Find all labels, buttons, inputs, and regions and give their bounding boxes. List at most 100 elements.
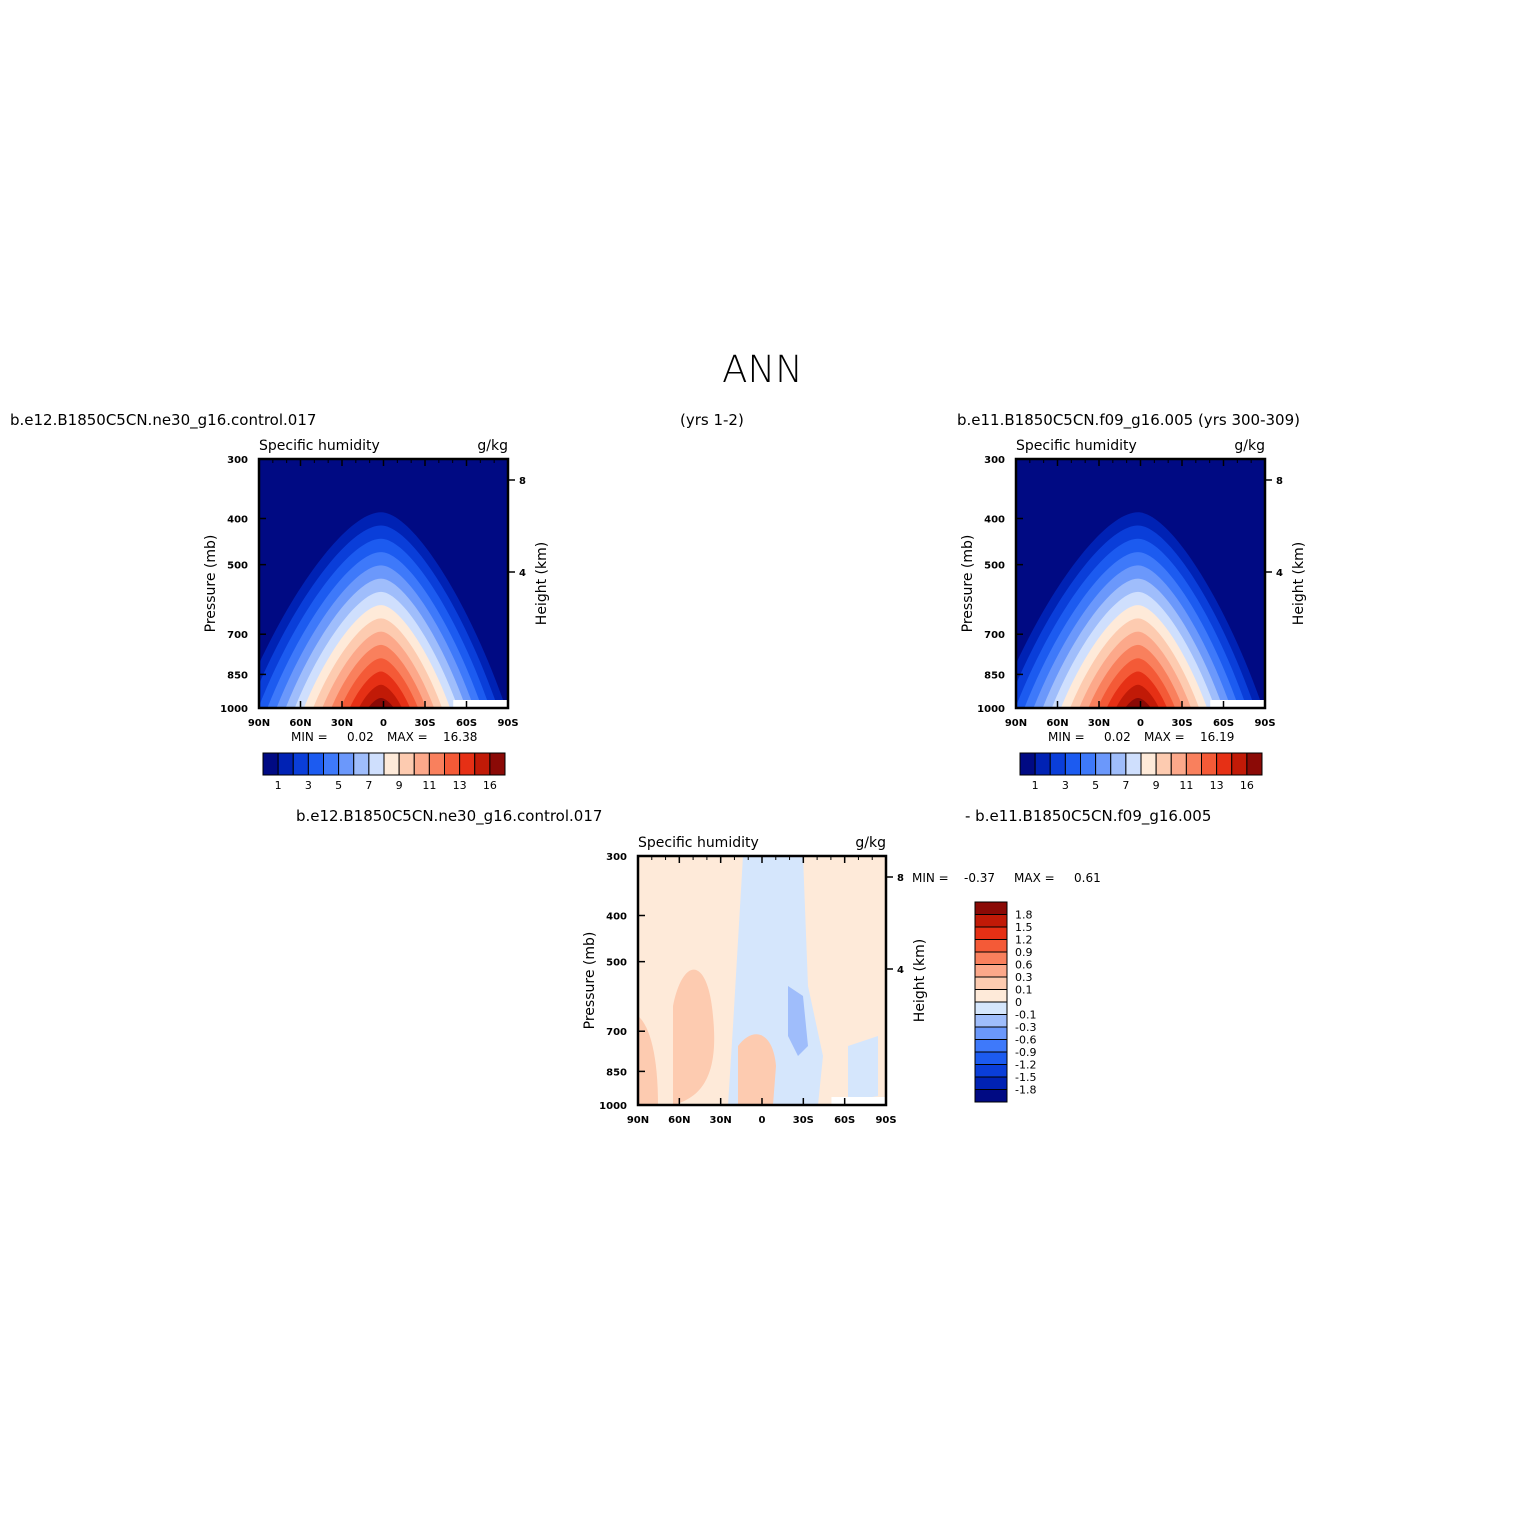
colorbar-box [413, 752, 430, 776]
colorbar-box [974, 989, 1008, 1003]
x-tick-label: 30S [1171, 718, 1192, 729]
x-tick-label: 90S [1254, 718, 1275, 729]
max-label: MAX = [1014, 871, 1055, 885]
colorbar-box [1080, 752, 1097, 776]
contour-band-2 [259, 525, 498, 708]
colorbar-box [459, 752, 476, 776]
colorbar-box [974, 1089, 1008, 1103]
colorbar-box [338, 752, 355, 776]
diff-band-positive [638, 856, 886, 1105]
colorbar-box [398, 752, 415, 776]
colorbar-box [1231, 752, 1248, 776]
panel-control: Specific humidity g/kg3004005007008501000… [203, 438, 550, 792]
y-axis-right-label: Height (km) [912, 939, 928, 1022]
colorbar-label: -0.9 [1015, 1046, 1036, 1059]
panel-units: g/kg [1234, 438, 1265, 454]
colorbar-box [974, 1026, 1008, 1040]
contour-band-11 [331, 644, 427, 708]
diff-band-negative [728, 856, 823, 1105]
colorbar-box [974, 1051, 1008, 1065]
diff-band-positive-strong-3 [638, 1016, 658, 1105]
y-axis-label: Pressure (mb) [582, 932, 598, 1030]
x-tick-label: 30N [331, 718, 353, 729]
contour-band-7 [1051, 591, 1216, 708]
x-tick-label: 90N [627, 1115, 649, 1126]
colorbar-box [489, 752, 506, 776]
contour-band-0 [259, 459, 508, 708]
colorbar-box [974, 1076, 1008, 1090]
x-tick-label: 60N [668, 1115, 690, 1126]
colorbar-box [1155, 752, 1172, 776]
right-tick-label: 4 [519, 568, 526, 579]
contour-band-3 [259, 538, 490, 708]
diff-band-negative-south [848, 1036, 878, 1101]
contour-band-14 [1115, 684, 1160, 708]
contour-band-13 [1106, 671, 1168, 708]
colorbar-box [292, 752, 309, 776]
contour-band-15 [1125, 698, 1151, 708]
header-years: (yrs 1-2) [680, 411, 744, 429]
contour-band-7 [294, 591, 459, 708]
colorbar-label: 11 [422, 779, 436, 792]
x-tick-label: 60N [1046, 718, 1068, 729]
contour-band-9 [1070, 618, 1200, 708]
y-axis-label: Pressure (mb) [960, 535, 976, 633]
contour-band-6 [1042, 578, 1223, 708]
y-tick-label: 1000 [599, 1101, 627, 1112]
colorbar-box [974, 1064, 1008, 1078]
x-tick-label: 90S [497, 718, 518, 729]
contour-band-12 [340, 658, 419, 708]
colorbar-box [262, 752, 279, 776]
max-value: 0.61 [1074, 871, 1101, 885]
y-tick-label: 500 [606, 958, 627, 969]
colorbar-box [277, 752, 294, 776]
colorbar-box [1049, 752, 1066, 776]
min-value: 0.02 [347, 730, 374, 744]
colorbar-box [974, 976, 1008, 990]
colorbar-label: 5 [335, 779, 342, 792]
colorbar-label: 0.9 [1015, 946, 1033, 959]
colorbar-box [1095, 752, 1112, 776]
colorbar-label: 16 [1240, 779, 1254, 792]
colorbar-box [974, 1001, 1008, 1015]
colorbar-label: 9 [396, 779, 403, 792]
y-axis-right-label: Height (km) [534, 542, 550, 625]
x-tick-label: 90N [1005, 718, 1027, 729]
plot-frame [257, 457, 510, 710]
contour-band-1 [259, 512, 506, 708]
contour-band-5 [1033, 565, 1231, 708]
y-tick-label: 850 [227, 670, 248, 681]
y-tick-label: 300 [227, 455, 248, 466]
contour-band-4 [1024, 552, 1239, 708]
colorbar-box [974, 901, 1008, 915]
right-tick-label: 4 [1276, 568, 1283, 579]
contour-band-13 [349, 671, 411, 708]
contour-band-3 [1016, 538, 1247, 708]
colorbar-box [974, 926, 1008, 940]
colorbar-box [1125, 752, 1142, 776]
y-axis-label: Pressure (mb) [203, 535, 219, 633]
colorbar-label: 7 [365, 779, 372, 792]
min-value: -0.37 [964, 871, 995, 885]
colorbar-label: 0.6 [1015, 959, 1033, 972]
y-tick-label: 400 [984, 514, 1005, 525]
y-axis-right-label: Height (km) [1291, 542, 1307, 625]
min-value: 0.02 [1104, 730, 1131, 744]
contour-band-14 [358, 684, 403, 708]
colorbar-label: 0.3 [1015, 971, 1033, 984]
panel-title: Specific humidity [1016, 438, 1137, 454]
y-tick-label: 1000 [977, 704, 1005, 715]
colorbar-box [323, 752, 340, 776]
colorbar-box [974, 964, 1008, 978]
y-tick-label: 700 [606, 1027, 627, 1038]
contour-band-12 [1097, 658, 1176, 708]
header-control-case: b.e12.B1850C5CN.ne30_g16.control.017 [10, 411, 317, 429]
colorbar-box [974, 1014, 1008, 1028]
colorbar-box [974, 951, 1008, 965]
x-tick-label: 60S [1213, 718, 1234, 729]
colorbar-box [974, 914, 1008, 928]
colorbar-label: 0 [1015, 996, 1022, 1009]
contour-band-8 [303, 605, 451, 708]
colorbar-box [1110, 752, 1127, 776]
colorbar-label: 5 [1092, 779, 1099, 792]
